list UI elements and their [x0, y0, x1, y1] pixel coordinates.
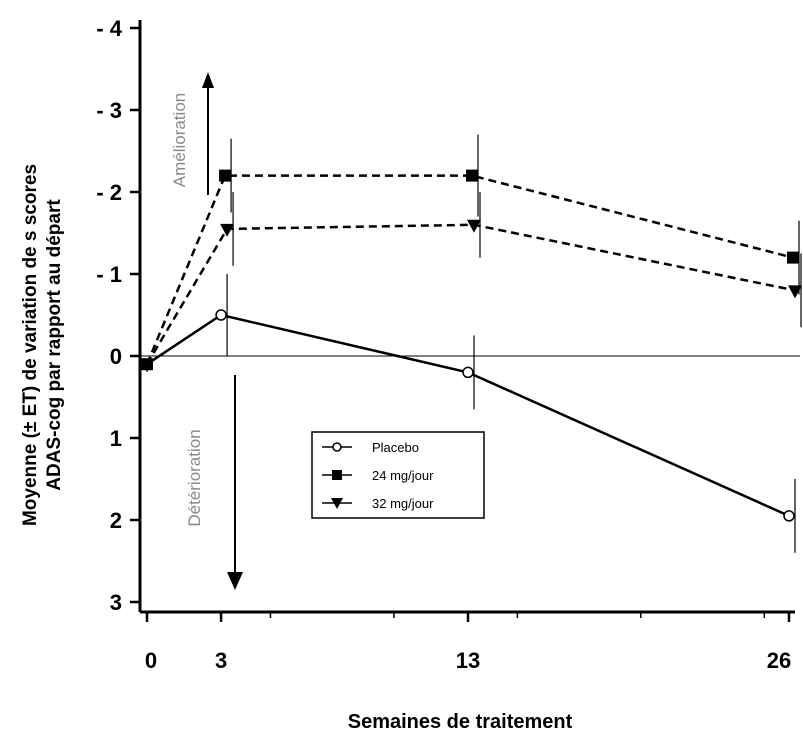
improvement-arrowhead-icon: [202, 72, 214, 88]
data-point-triangle: [140, 359, 154, 373]
ticks-layer: - 4 - 3 - 2 - 1 0 1 2 3 0 3 13 26: [96, 16, 800, 673]
data-point-circle: [462, 366, 474, 379]
data-point-triangle: [220, 223, 235, 237]
y-tick-label: - 4: [96, 16, 122, 41]
data-point-circle: [783, 510, 795, 522]
y-tick-label: 1: [110, 426, 122, 451]
x-tick-label: 26: [767, 648, 791, 673]
legend-label-24mg: 24 mg/jour: [372, 468, 434, 483]
y-tick-label: - 1: [96, 262, 122, 287]
data-point-square: [219, 169, 232, 182]
series-24-mg-jour: [141, 134, 800, 371]
deterioration-arrowhead-icon: [227, 572, 243, 590]
legend-filled-square-icon: [332, 470, 342, 480]
legend-label-32mg: 32 mg/jour: [372, 496, 434, 511]
x-axis-title: Semaines de traitement: [348, 711, 573, 733]
y-tick-label: - 2: [96, 180, 122, 205]
y-axis-title-line2: ADAS-cog par rapport au départ: [44, 199, 65, 491]
improvement-label: Amélioration: [170, 93, 189, 188]
x-tick-label: 3: [215, 648, 227, 673]
series-line: [145, 223, 796, 365]
deterioration-label: Détérioration: [185, 429, 204, 526]
legend-placebo: Placebo: [322, 440, 419, 455]
legend-open-circle-icon: [332, 442, 342, 452]
y-tick-label: - 3: [96, 98, 122, 123]
legend-filled-triangle-icon: [331, 498, 343, 509]
series-line: [145, 174, 794, 365]
data-point-triangle: [467, 219, 481, 233]
legend-label-placebo: Placebo: [372, 440, 419, 455]
x-tick-label: 0: [145, 648, 157, 673]
y-tick-label: 0: [110, 344, 122, 369]
legend-32mg: 32 mg/jour: [322, 496, 434, 511]
series-32-mg-jour: [140, 192, 802, 373]
series-layer: [140, 134, 802, 553]
y-tick-label: 3: [110, 590, 122, 615]
x-tick-label: 13: [456, 648, 480, 673]
data-point-circle: [215, 309, 227, 321]
data-point-square: [787, 251, 799, 264]
data-point-triangle: [788, 285, 802, 299]
y-tick-label: 2: [110, 508, 122, 533]
series-line: [146, 313, 790, 518]
legend-24mg: 24 mg/jour: [322, 468, 434, 483]
y-axis-title-line1: Moyenne (± ET) de variation de s scores: [20, 164, 41, 526]
data-point-square: [466, 169, 478, 182]
